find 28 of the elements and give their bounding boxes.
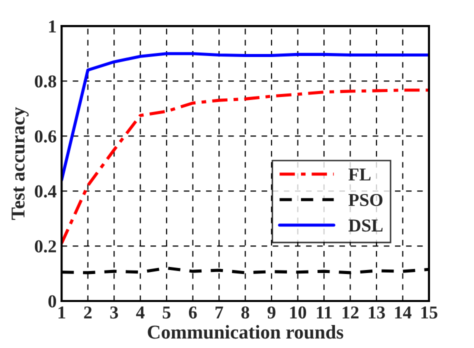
x-tick-label: 2 xyxy=(84,306,92,318)
x-tick-label: 3 xyxy=(110,306,118,319)
x-tick-label: 12 xyxy=(342,306,359,318)
y-tick-label: 0 xyxy=(48,295,56,308)
x-tick-label: 5 xyxy=(162,306,170,319)
x-axis-title: Communication rounds xyxy=(148,325,344,339)
y-tick-label: 0.4 xyxy=(34,185,56,198)
x-tick-label: 14 xyxy=(395,306,412,318)
legend-label: FL xyxy=(348,168,371,180)
x-tick-label: 11 xyxy=(316,306,332,318)
line-series xyxy=(62,88,429,245)
legend-label: PSO xyxy=(348,194,382,206)
x-tick-label: 15 xyxy=(421,306,438,319)
x-tick-label: 8 xyxy=(241,306,250,319)
y-tick-label: 0.6 xyxy=(34,130,56,143)
x-tick-label: 9 xyxy=(268,306,276,319)
x-tick-label: 10 xyxy=(290,306,306,319)
y-tick-label: 0.2 xyxy=(34,240,56,253)
y-tick-label: 0.8 xyxy=(34,75,56,88)
legend-label: DSL xyxy=(348,219,383,232)
x-tick-label: 4 xyxy=(136,306,145,318)
y-axis-title: Test accuracy xyxy=(12,107,29,220)
x-tick-label: 6 xyxy=(188,306,197,319)
x-tick-label: 13 xyxy=(368,306,385,319)
x-tick-label: 7 xyxy=(216,306,224,318)
x-tick-label: 1 xyxy=(58,306,66,318)
line-series xyxy=(62,52,429,182)
y-tick-label: 1 xyxy=(49,20,56,32)
